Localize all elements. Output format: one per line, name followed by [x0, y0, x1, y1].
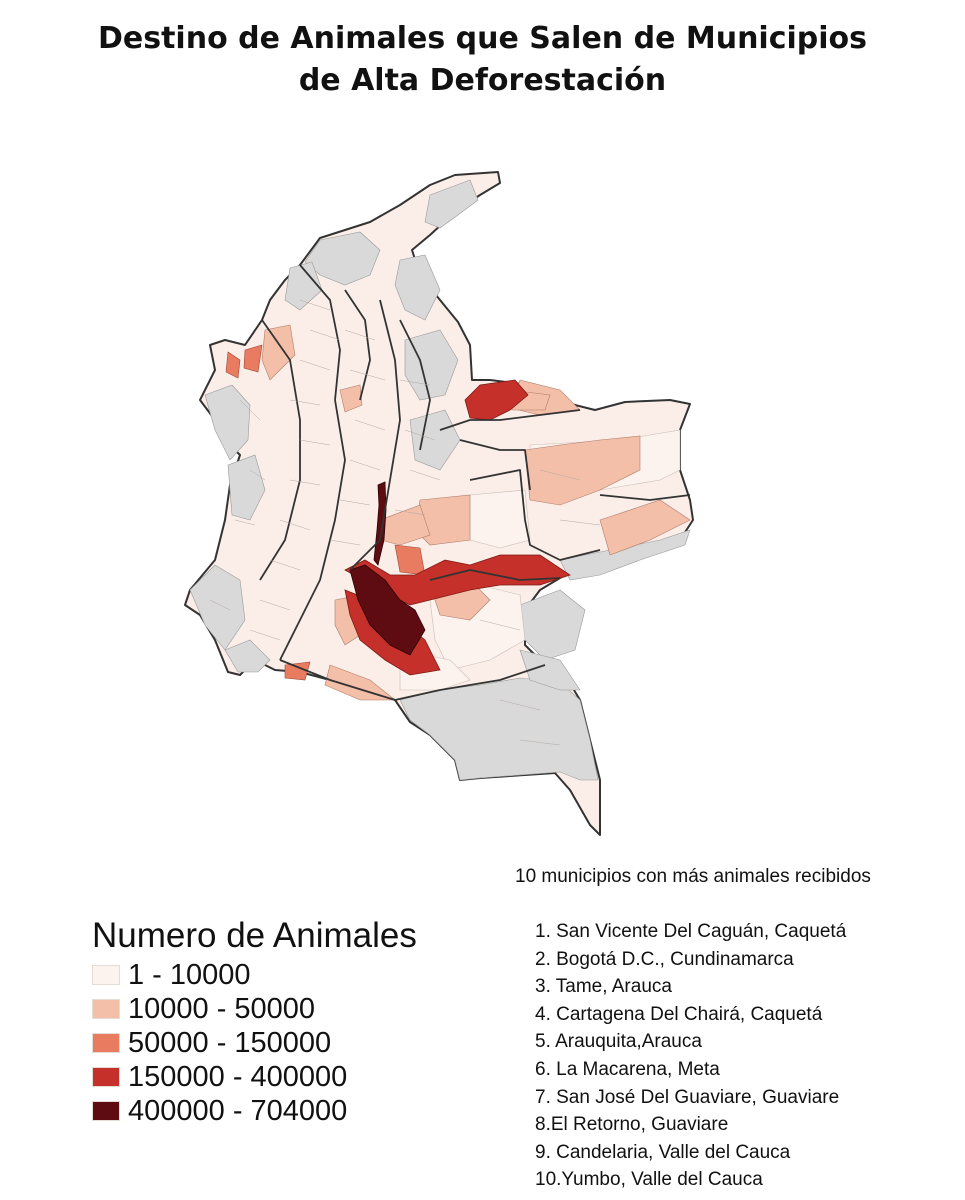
boundary-arauca-casanare — [459, 439, 531, 491]
top-municipalities-title: 10 municipios con más animales recibidos — [515, 866, 871, 887]
boundary-central-cordillera — [279, 399, 346, 661]
region-san-vicente-del-caguan — [349, 564, 426, 656]
legend-swatch — [92, 1101, 120, 1121]
boundary-llanos-north — [439, 409, 581, 431]
legend-item: 50000 - 150000 — [92, 1026, 417, 1060]
legend-label: 10000 - 50000 — [128, 992, 316, 1025]
no-data-pacific-coast — [189, 564, 246, 651]
no-data-cesar — [394, 254, 441, 321]
legend-swatch — [92, 1033, 120, 1053]
list-item: 8.El Retorno, Guaviare — [535, 1114, 729, 1136]
department-boundaries — [259, 264, 691, 701]
boundary-antioquia — [344, 289, 371, 401]
legend-label: 150000 - 400000 — [128, 1060, 348, 1093]
no-data-choco-north — [204, 384, 251, 461]
region-vichada-south — [599, 499, 691, 556]
no-data-choco-south — [227, 454, 266, 521]
boundary-guaviare — [429, 569, 561, 581]
region-cordoba-coast — [225, 351, 241, 379]
list-item: 2. Bogotá D.C., Cundinamarca — [535, 948, 794, 970]
legend-label: 50000 - 150000 — [128, 1026, 332, 1059]
map-title: Destino de Animales que Salen de Municip… — [0, 18, 965, 102]
legend-label: 1 - 10000 — [128, 958, 251, 991]
legend-item: 10000 - 50000 — [92, 992, 417, 1026]
region-la-macarena — [344, 554, 571, 606]
legend-item: 150000 - 400000 — [92, 1060, 417, 1094]
legend-item: 1 - 10000 — [92, 958, 417, 992]
legend-title: Numero de Animales — [92, 916, 417, 955]
municipal-lines — [209, 299, 601, 746]
region-meta-east — [469, 489, 531, 549]
no-data-vaupes — [519, 649, 581, 691]
legend-swatch — [92, 999, 120, 1019]
legend: Numero de Animales 1 - 10000 10000 - 500… — [92, 914, 417, 1128]
region-putumayo — [324, 664, 396, 701]
list-item: 6. La Macarena, Meta — [535, 1058, 720, 1080]
legend-swatch — [92, 1067, 120, 1087]
list-item: 4. Cartagena Del Chairá, Caquetá — [535, 1003, 823, 1025]
list-item: 3. Tame, Arauca — [535, 976, 672, 998]
boundary-meta-vichada — [469, 469, 601, 561]
region-cordoba-north — [243, 344, 263, 373]
legend-swatch — [92, 965, 120, 985]
list-item: 7. San José Del Guaviare, Guaviare — [535, 1086, 840, 1108]
boundary-caribbean — [299, 264, 341, 401]
list-item: 9. Candelaria, Valle del Cauca — [535, 1141, 791, 1163]
no-data-caribbean-coast — [284, 261, 323, 311]
no-data-santander — [404, 329, 459, 401]
region-antioquia-mid — [339, 384, 363, 413]
no-data-guajira — [424, 179, 479, 229]
class-3-regions — [225, 344, 426, 681]
region-tame-arauquita — [464, 379, 529, 421]
region-uraba — [261, 324, 296, 381]
boundary-vichada-south — [599, 494, 691, 501]
no-data-regions — [189, 179, 691, 781]
map-title-line-1: Destino de Animales que Salen de Municip… — [97, 21, 867, 56]
region-casanare-south — [394, 544, 426, 576]
top-municipalities-list: 1. San Vicente Del Caguán, Caquetá 2. Bo… — [535, 918, 846, 1194]
region-vichada-west — [524, 435, 641, 506]
no-data-narino — [224, 639, 271, 673]
legend-item: 400000 - 704000 — [92, 1094, 417, 1128]
list-item: 1. San Vicente Del Caguán, Caquetá — [535, 921, 847, 942]
boundary-santander — [399, 319, 431, 451]
list-item: 10.Yumbo, Valle del Cauca — [535, 1169, 763, 1191]
legend-label: 400000 - 704000 — [128, 1094, 348, 1127]
boundary-east-cordillera — [349, 299, 401, 571]
list-item: 5. Arauquita,Arauca — [535, 1031, 702, 1053]
boundary-caqueta-amazonas — [279, 659, 546, 701]
boundary-west-cordillera — [259, 319, 301, 581]
region-putumayo-north — [284, 661, 311, 681]
no-data-amazonas — [399, 677, 599, 781]
map-title-line-2: de Alta Deforestación — [298, 63, 667, 98]
class-2-regions — [261, 324, 691, 701]
